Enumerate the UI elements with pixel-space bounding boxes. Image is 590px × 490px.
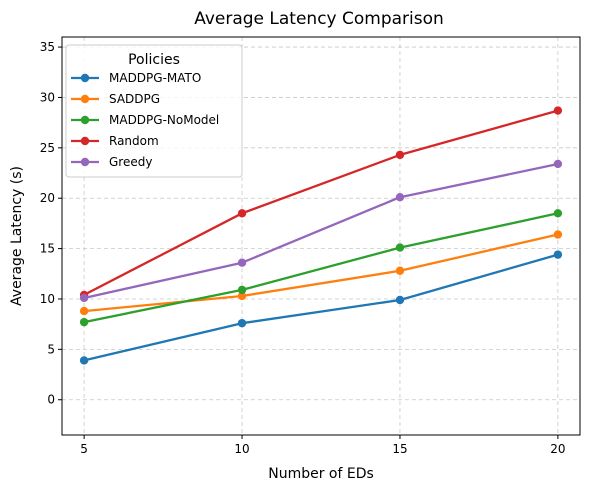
legend-marker	[80, 115, 90, 125]
legend-title: Policies	[128, 52, 180, 68]
data-point-random	[237, 209, 247, 218]
y-tick-label: 10	[40, 292, 55, 306]
legend-entry-random: Random	[71, 134, 159, 148]
x-axis-ticks: 5 10 15 20	[80, 435, 566, 456]
data-point-random	[553, 106, 563, 115]
legend-marker	[80, 136, 90, 146]
x-tick-label: 5	[80, 442, 88, 456]
series-maddpg-mato	[79, 250, 563, 365]
plot-area-frame	[61, 36, 581, 436]
data-point-greedy	[79, 293, 89, 303]
legend: Policies MADDPG-MATO SADDPG MADDPG-NoModel…	[65, 44, 243, 178]
y-tick-label: 35	[40, 40, 55, 54]
legend-entry-maddpg-mato: MADDPG-MATO	[71, 71, 201, 85]
series-greedy	[79, 159, 563, 303]
y-axis-ticks: 0 5 10 15 20 25 30 35	[40, 40, 62, 407]
data-point-maddpg-mato	[79, 356, 89, 365]
series-line-maddpg-mato	[83, 253, 559, 362]
legend-label: MADDPG-NoModel	[109, 113, 219, 127]
data-point-saddpg	[79, 306, 89, 316]
data-point-maddpg-nomodel	[79, 317, 89, 327]
series-line-greedy	[83, 162, 559, 300]
x-tick-label: 15	[392, 442, 407, 456]
y-tick-label: 5	[47, 342, 55, 356]
data-point-maddpg-nomodel	[553, 209, 563, 218]
data-point-maddpg-nomodel	[395, 243, 405, 252]
series-saddpg	[79, 230, 563, 316]
legend-label: MADDPG-MATO	[109, 71, 201, 85]
x-tick-label: 20	[550, 442, 565, 456]
y-axis-label: Average Latency (s)	[9, 166, 25, 306]
x-tick-label: 10	[234, 442, 249, 456]
legend-entries: MADDPG-MATO SADDPG MADDPG-NoModel Random Gre…	[71, 71, 219, 169]
legend-label: Greedy	[109, 155, 152, 169]
series-line-maddpg-nomodel	[83, 212, 559, 324]
y-tick-label: 30	[40, 90, 55, 104]
data-point-random	[395, 150, 405, 160]
chart-title: Average Latency Comparison	[194, 9, 444, 29]
data-point-saddpg	[237, 291, 247, 301]
data-point-saddpg	[553, 230, 563, 239]
series-maddpg-nomodel	[79, 209, 563, 327]
data-point-maddpg-mato	[395, 295, 405, 305]
legend-box	[65, 44, 243, 178]
y-tick-label: 25	[40, 141, 55, 155]
legend-marker	[80, 94, 90, 104]
legend-marker	[80, 157, 90, 167]
data-point-saddpg	[395, 266, 405, 275]
data-point-greedy	[237, 258, 247, 267]
data-point-greedy	[395, 193, 405, 202]
x-axis-label: Number of EDs	[268, 466, 374, 482]
legend-entry-greedy: Greedy	[71, 155, 152, 169]
legend-entry-saddpg: SADDPG	[71, 92, 160, 106]
y-tick-label: 20	[40, 191, 55, 205]
data-point-greedy	[553, 159, 563, 169]
series-line-saddpg	[83, 233, 559, 313]
legend-marker	[80, 73, 90, 83]
data-point-maddpg-mato	[237, 318, 247, 328]
legend-entry-maddpg-nomodel: MADDPG-NoModel	[71, 113, 219, 127]
data-point-maddpg-nomodel	[237, 285, 247, 295]
series-lines	[79, 106, 563, 365]
data-point-maddpg-mato	[553, 250, 563, 259]
series-line-random	[83, 109, 559, 296]
legend-label: Random	[109, 134, 159, 148]
y-tick-label: 0	[47, 393, 55, 407]
y-tick-label: 15	[40, 242, 55, 256]
legend-label: SADDPG	[109, 92, 160, 106]
